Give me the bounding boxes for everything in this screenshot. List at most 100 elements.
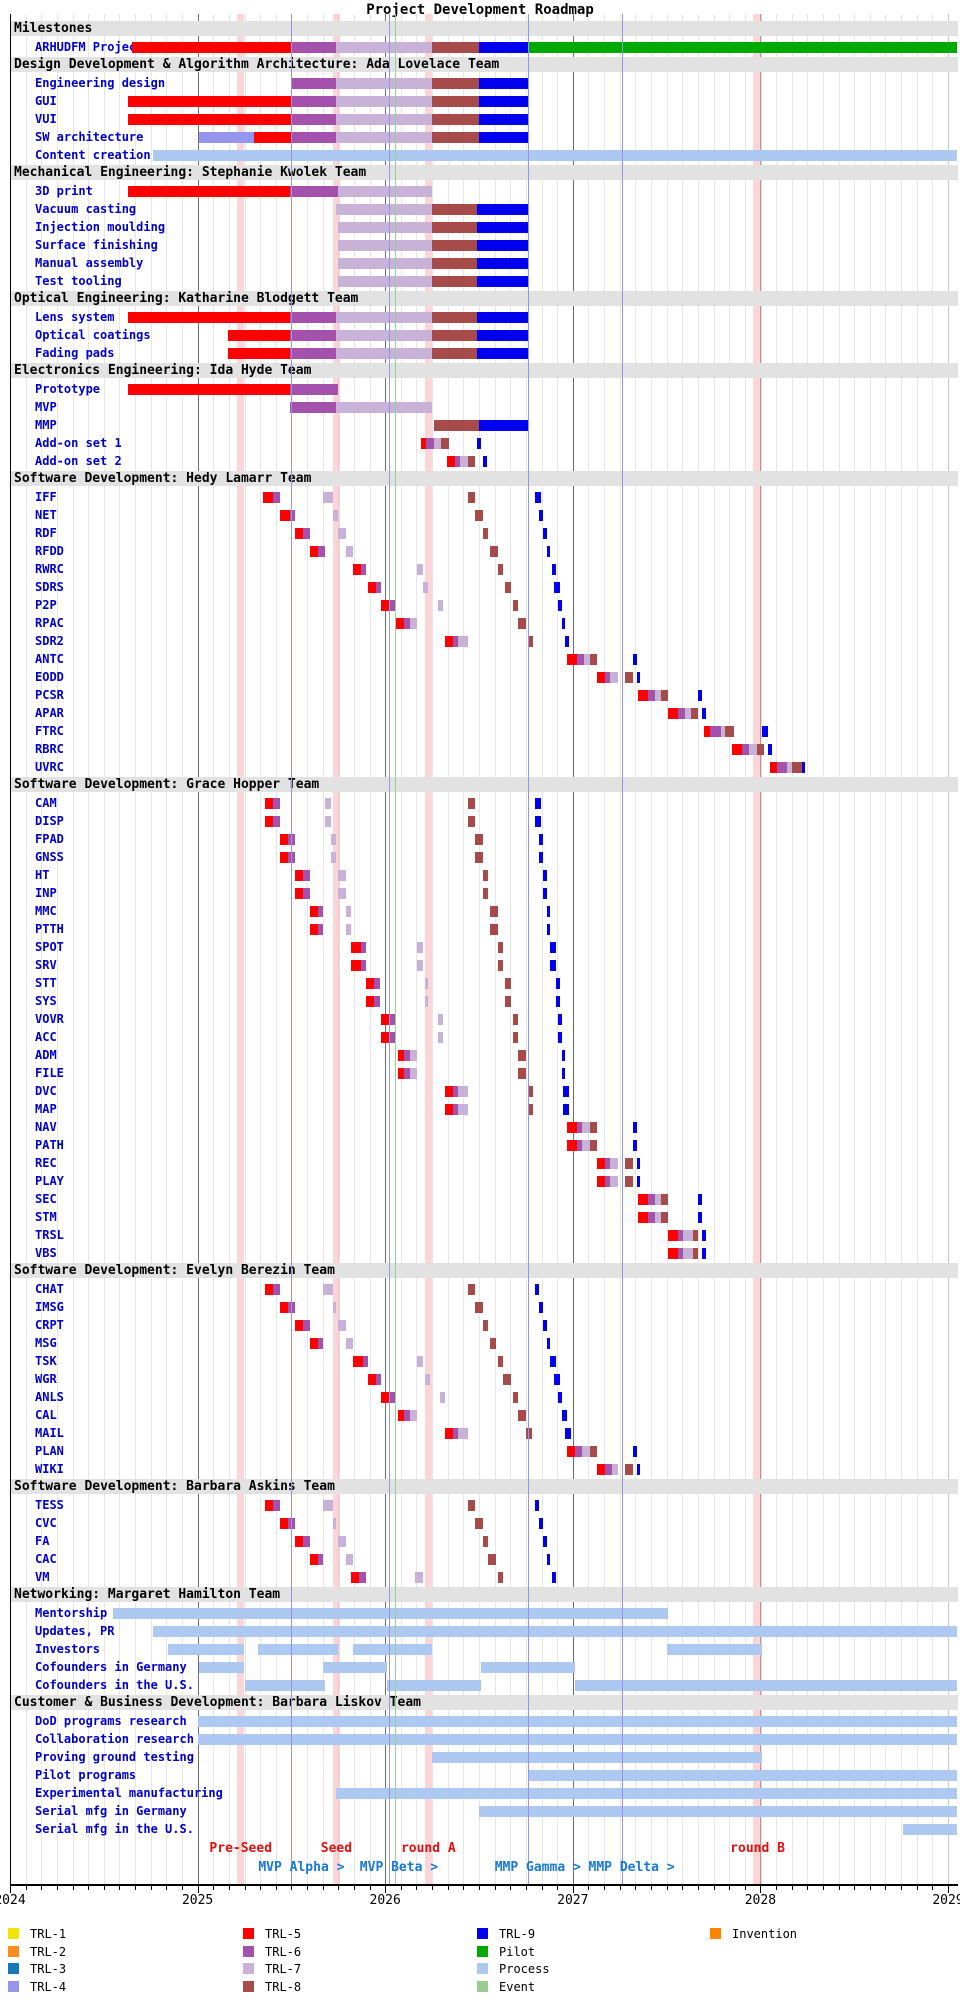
gantt-bar-t5[interactable] xyxy=(265,1499,273,1511)
gantt-bar-t7[interactable] xyxy=(424,1373,431,1385)
gantt-bar-t5[interactable] xyxy=(368,1373,376,1385)
gantt-bar-process[interactable] xyxy=(527,1769,958,1781)
gantt-bar-t8[interactable] xyxy=(589,1121,598,1133)
gantt-bar-t5[interactable] xyxy=(310,545,318,557)
gantt-bar-t9[interactable] xyxy=(550,1355,556,1367)
gantt-bar-t5[interactable] xyxy=(381,599,389,611)
gantt-bar-t6[interactable] xyxy=(360,941,367,953)
gantt-bar-t7[interactable] xyxy=(458,635,468,647)
gantt-bar-t7[interactable] xyxy=(332,1301,337,1313)
gantt-bar-t6[interactable] xyxy=(289,347,337,359)
gantt-bar-t5[interactable] xyxy=(353,1355,363,1367)
gantt-bar-t5[interactable] xyxy=(668,1247,678,1259)
gantt-bar-t9[interactable] xyxy=(479,131,528,143)
gantt-bar-t5[interactable] xyxy=(128,185,290,197)
gantt-bar-t8[interactable] xyxy=(490,545,498,557)
gantt-bar-t7[interactable] xyxy=(437,1031,444,1043)
gantt-bar-t8[interactable] xyxy=(497,959,504,971)
gantt-bar-t7[interactable] xyxy=(325,815,331,827)
gantt-bar-t9[interactable] xyxy=(535,797,541,809)
gantt-bar-t6[interactable] xyxy=(388,1031,395,1043)
gantt-bar-process[interactable] xyxy=(479,1805,958,1817)
gantt-bar-t7[interactable] xyxy=(330,833,337,845)
gantt-bar-t6[interactable] xyxy=(604,1175,611,1187)
gantt-bar-t9[interactable] xyxy=(479,419,528,431)
gantt-bar-t7[interactable] xyxy=(336,203,433,215)
gantt-bar-t7[interactable] xyxy=(582,1121,590,1133)
gantt-bar-t9[interactable] xyxy=(542,887,547,899)
gantt-bar-t6[interactable] xyxy=(604,1157,611,1169)
gantt-bar-t7[interactable] xyxy=(338,221,433,233)
gantt-bar-t5[interactable] xyxy=(398,1049,404,1061)
gantt-bar-t9[interactable] xyxy=(546,923,551,935)
gantt-bar-t5[interactable] xyxy=(280,833,288,845)
gantt-bar-t7[interactable] xyxy=(345,1553,354,1565)
gantt-bar-t5[interactable] xyxy=(381,1031,389,1043)
gantt-bar-t7[interactable] xyxy=(323,1283,333,1295)
gantt-bar-t7[interactable] xyxy=(655,1193,661,1205)
gantt-bar-t7[interactable] xyxy=(323,1499,333,1511)
gantt-bar-t7[interactable] xyxy=(338,185,433,197)
gantt-bar-t8[interactable] xyxy=(432,329,478,341)
gantt-bar-t7[interactable] xyxy=(338,239,433,251)
gantt-bar-t5[interactable] xyxy=(310,923,318,935)
gantt-bar-t5[interactable] xyxy=(396,617,404,629)
gantt-bar-t8[interactable] xyxy=(512,599,519,611)
gantt-bar-t7[interactable] xyxy=(655,689,661,701)
gantt-bar-t7[interactable] xyxy=(683,1247,693,1259)
gantt-bar-t7[interactable] xyxy=(460,455,468,467)
gantt-bar-t5[interactable] xyxy=(366,995,374,1007)
gantt-bar-t6[interactable] xyxy=(741,743,750,755)
gantt-bar-t8[interactable] xyxy=(660,689,669,701)
gantt-bar-t8[interactable] xyxy=(692,1229,699,1241)
gantt-bar-t7[interactable] xyxy=(336,77,433,89)
gantt-bar-t7[interactable] xyxy=(458,1085,468,1097)
gantt-bar-t7[interactable] xyxy=(409,1049,418,1061)
gantt-bar-t5[interactable] xyxy=(447,455,455,467)
gantt-bar-t9[interactable] xyxy=(477,257,528,269)
gantt-bar-t8[interactable] xyxy=(505,995,511,1007)
gantt-bar-t5[interactable] xyxy=(668,1229,678,1241)
gantt-bar-t8[interactable] xyxy=(432,41,479,53)
gantt-bar-t9[interactable] xyxy=(535,1283,540,1295)
gantt-bar-process[interactable] xyxy=(244,1679,326,1691)
gantt-bar-t8[interactable] xyxy=(724,725,735,737)
gantt-bar-t8[interactable] xyxy=(503,1373,511,1385)
gantt-bar-t7[interactable] xyxy=(336,95,433,107)
gantt-bar-t8[interactable] xyxy=(490,923,498,935)
gantt-bar-t8[interactable] xyxy=(432,257,478,269)
gantt-bar-t9[interactable] xyxy=(636,671,641,683)
gantt-bar-process[interactable] xyxy=(902,1823,958,1835)
gantt-bar-t9[interactable] xyxy=(561,1409,568,1421)
gantt-bar-t9[interactable] xyxy=(479,41,528,53)
gantt-bar-t8[interactable] xyxy=(660,1193,669,1205)
gantt-bar-t7[interactable] xyxy=(786,761,793,773)
gantt-bar-t5[interactable] xyxy=(567,1121,577,1133)
gantt-bar-t8[interactable] xyxy=(488,1553,496,1565)
gantt-bar-process[interactable] xyxy=(113,1607,669,1619)
gantt-bar-process[interactable] xyxy=(480,1661,575,1673)
gantt-bar-t8[interactable] xyxy=(482,887,489,899)
gantt-bar-process[interactable] xyxy=(152,1625,958,1637)
gantt-bar-t9[interactable] xyxy=(702,1247,706,1259)
gantt-bar-t6[interactable] xyxy=(426,437,434,449)
gantt-bar-t5[interactable] xyxy=(310,1553,318,1565)
gantt-bar-t7[interactable] xyxy=(338,257,433,269)
gantt-bar-t6[interactable] xyxy=(272,491,281,503)
gantt-bar-t6[interactable] xyxy=(574,1445,583,1457)
gantt-bar-t5[interactable] xyxy=(398,1409,404,1421)
gantt-bar-t9[interactable] xyxy=(477,329,528,341)
gantt-bar-t5[interactable] xyxy=(295,1535,303,1547)
gantt-bar-t5[interactable] xyxy=(310,1337,318,1349)
gantt-bar-t6[interactable] xyxy=(403,1049,410,1061)
gantt-bar-t5[interactable] xyxy=(227,329,290,341)
gantt-bar-t6[interactable] xyxy=(604,1463,613,1475)
gantt-bar-t8[interactable] xyxy=(589,653,598,665)
gantt-bar-t8[interactable] xyxy=(432,203,478,215)
gantt-bar-t7[interactable] xyxy=(345,545,354,557)
gantt-bar-t6[interactable] xyxy=(272,1499,281,1511)
gantt-bar-t8[interactable] xyxy=(527,635,534,647)
gantt-bar-t7[interactable] xyxy=(345,1337,354,1349)
gantt-bar-t9[interactable] xyxy=(552,563,556,575)
gantt-bar-process[interactable] xyxy=(197,1733,958,1745)
